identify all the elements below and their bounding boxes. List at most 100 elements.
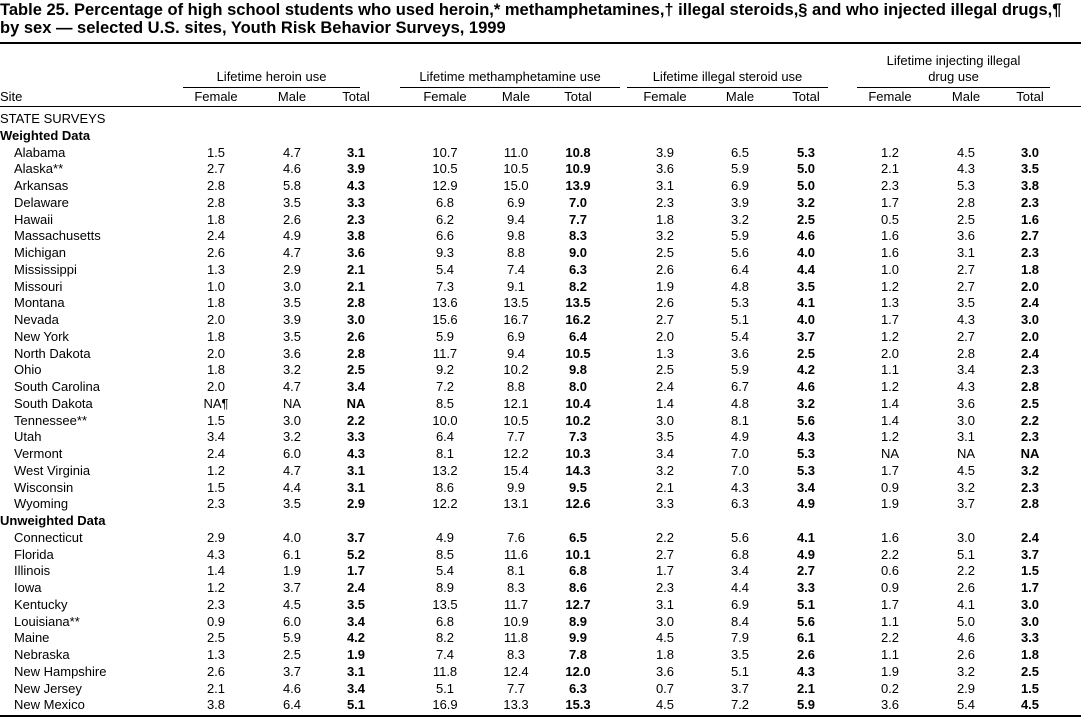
cell: 6.5 — [568, 529, 588, 545]
cell: 7.2 — [730, 697, 750, 713]
cell: 1.3 — [655, 345, 675, 361]
cell: 3.8 — [206, 697, 226, 713]
cell: 3.5 — [796, 278, 816, 294]
cell: 1.4 — [880, 395, 900, 411]
cell: 2.2 — [880, 546, 900, 562]
cell: 6.3 — [568, 261, 588, 277]
cell: 1.0 — [206, 278, 226, 294]
cell: 6.9 — [730, 596, 750, 612]
cell: 13.9 — [565, 178, 591, 193]
cell: 2.6 — [346, 328, 366, 344]
cell: 3.6 — [956, 395, 976, 411]
cell: 16.2 — [565, 312, 591, 327]
cell: 2.0 — [1020, 278, 1040, 294]
cell: 4.9 — [435, 529, 455, 545]
cell: 8.9 — [435, 580, 455, 595]
cell: 3.1 — [655, 178, 675, 193]
cell: 3.2 — [730, 211, 750, 227]
cell: 3.1 — [655, 596, 675, 612]
cell: 5.4 — [730, 328, 750, 344]
cell: 1.8 — [655, 211, 675, 227]
cell: 3.2 — [1020, 462, 1040, 478]
cell: 15.0 — [503, 178, 529, 193]
cell: 2.5 — [655, 362, 675, 378]
cell: 10.3 — [565, 446, 591, 461]
cell: 4.3 — [956, 379, 976, 394]
cell: 2.2 — [1020, 412, 1040, 428]
cell: 1.3 — [880, 295, 900, 311]
cell: 15.4 — [503, 462, 529, 478]
cell: 2.9 — [282, 261, 302, 277]
cell: 6.3 — [568, 680, 588, 696]
cell: 1.4 — [206, 563, 226, 579]
cell: 2.6 — [956, 647, 976, 662]
cell: 3.6 — [730, 345, 750, 361]
cell: 0.9 — [206, 613, 226, 629]
cell: 2.5 — [282, 647, 302, 662]
cell: 3.4 — [730, 563, 750, 579]
cell: 8.6 — [435, 479, 455, 495]
cell: 2.6 — [655, 261, 675, 277]
cell: 4.5 — [956, 144, 976, 160]
cell: 2.8 — [206, 178, 226, 193]
cell: 9.3 — [435, 245, 455, 260]
cell: 2.3 — [206, 596, 226, 612]
cell: 4.7 — [282, 462, 302, 478]
cell: 4.0 — [796, 312, 816, 327]
cell: 15.3 — [565, 697, 591, 713]
cell: 3.0 — [655, 613, 675, 629]
cell: 2.3 — [655, 580, 675, 595]
cell: 3.6 — [282, 345, 302, 361]
cell: 6.1 — [282, 546, 302, 562]
cell: 13.5 — [503, 295, 529, 311]
cell: 5.9 — [730, 362, 750, 378]
cell: 6.9 — [506, 328, 526, 344]
cell: 6.6 — [435, 228, 455, 244]
cell: 9.9 — [568, 630, 588, 646]
cell: 3.2 — [956, 479, 976, 495]
cell: 12.9 — [432, 178, 458, 193]
cell: 1.8 — [1020, 261, 1040, 277]
cell: 1.9 — [346, 647, 366, 662]
cell: 1.3 — [206, 261, 226, 277]
cell: 3.0 — [956, 412, 976, 428]
group-rule — [857, 87, 1050, 88]
cell: 8.5 — [435, 395, 455, 411]
cell: 1.2 — [880, 328, 900, 344]
cell: 2.6 — [206, 245, 226, 260]
cell: 10.8 — [565, 144, 591, 160]
cell: 2.4 — [346, 580, 366, 595]
cell: 2.5 — [956, 211, 976, 227]
cell: 4.6 — [796, 228, 816, 244]
cell: 2.1 — [346, 261, 366, 277]
cell: 4.3 — [346, 446, 366, 461]
cell: 10.2 — [565, 412, 591, 428]
cell: 13.3 — [503, 697, 529, 713]
cell: 3.4 — [206, 429, 226, 445]
cell: 1.7 — [880, 312, 900, 327]
site-name: Tennessee** — [14, 412, 87, 428]
cell: 8.3 — [506, 647, 526, 662]
cell: 1.2 — [880, 144, 900, 160]
cell: 6.8 — [435, 194, 455, 210]
column-header: Male — [951, 89, 981, 104]
cell: 3.0 — [1020, 312, 1040, 327]
cell: 4.9 — [796, 546, 816, 562]
cell: 7.6 — [506, 529, 526, 545]
cell: 3.3 — [655, 496, 675, 512]
cell: 10.1 — [565, 546, 591, 562]
cell: 5.1 — [730, 312, 750, 327]
site-name: Louisiana** — [14, 613, 80, 629]
cell: 3.2 — [796, 194, 816, 210]
cell: 2.4 — [206, 228, 226, 244]
cell: 3.4 — [346, 379, 366, 394]
cell: 8.1 — [506, 563, 526, 579]
column-header: Total — [564, 89, 592, 104]
site-name: New Hampshire — [14, 663, 107, 679]
cell: 6.8 — [730, 546, 750, 562]
cell: 3.7 — [956, 496, 976, 512]
cell: 1.5 — [206, 144, 226, 160]
cell: 6.4 — [568, 328, 588, 344]
header-rule — [0, 106, 1081, 107]
column-header: Total — [792, 89, 820, 104]
